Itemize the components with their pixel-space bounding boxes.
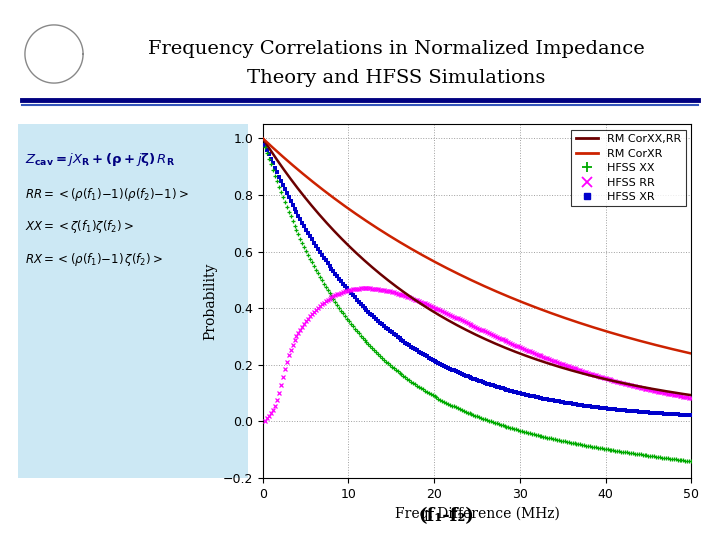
Text: $\mathbf{\mathit{Z}_{cav}}$$\mathbf{ = \mathit{j}\mathit{X}_R+(\rho+\mathit{j}\z: $\mathbf{\mathit{Z}_{cav}}$$\mathbf{ = \… [25,151,175,168]
Text: $\mathit{XX} = <\zeta(f_1)\zeta(f_2)>$: $\mathit{XX} = <\zeta(f_1)\zeta(f_2)>$ [25,218,134,235]
Text: Theory and HFSS Simulations: Theory and HFSS Simulations [247,69,545,87]
Text: $\mathit{RX} = <(\rho(f_1)\mathrm{-}1)\,\zeta(f_2)>$: $\mathit{RX} = <(\rho(f_1)\mathrm{-}1)\,… [25,251,163,268]
X-axis label: Freq. Difference (MHz): Freq. Difference (MHz) [395,506,559,521]
Legend: RM CorXX,RR, RM CorXR, HFSS XX, HFSS RR, HFSS XR: RM CorXX,RR, RM CorXR, HFSS XX, HFSS RR,… [572,130,685,206]
Y-axis label: Probability: Probability [203,262,217,340]
Text: (f₁-f₂): (f₁-f₂) [418,507,474,525]
Text: $\mathit{RR} = <(\rho(f_1)\mathrm{-}1)(\rho(f_2)\mathrm{-}1)>$: $\mathit{RR} = <(\rho(f_1)\mathrm{-}1)(\… [25,186,189,203]
Text: Frequency Correlations in Normalized Impedance: Frequency Correlations in Normalized Imp… [148,39,644,58]
